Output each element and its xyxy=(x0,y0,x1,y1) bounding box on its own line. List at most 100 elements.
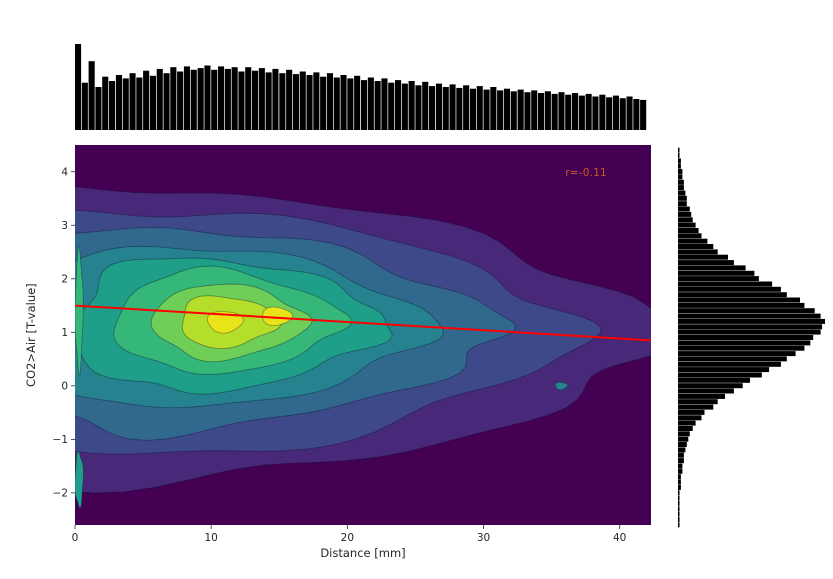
right-hist-bar xyxy=(678,286,781,292)
top-hist-bar xyxy=(224,68,231,130)
right-hist-bar xyxy=(678,495,680,501)
right-hist-bar xyxy=(678,233,702,239)
top-hist-bar xyxy=(170,67,177,130)
top-hist-bar xyxy=(211,69,218,130)
right-hist-bar xyxy=(678,179,684,185)
top-hist-bar xyxy=(190,69,197,130)
y-tick-label: 4 xyxy=(61,166,68,178)
top-hist-bar xyxy=(578,95,585,130)
top-hist-bar xyxy=(483,89,490,130)
x-tick-label: 40 xyxy=(613,532,626,544)
right-hist-bar xyxy=(678,463,683,469)
top-hist-bar xyxy=(395,80,402,130)
right-hist-bar xyxy=(678,313,821,319)
right-hist-bar xyxy=(678,361,781,367)
top-hist-bar xyxy=(490,87,497,130)
contour-island-3 xyxy=(75,245,84,377)
right-hist-bar xyxy=(678,163,681,169)
top-hist-bar xyxy=(503,88,510,130)
right-hist-bar xyxy=(678,281,773,287)
top-hist-bar xyxy=(381,78,388,130)
right-hist-bar xyxy=(678,195,687,201)
top-hist-bar xyxy=(340,75,347,130)
top-hist-bar xyxy=(531,90,538,130)
right-hist-bar xyxy=(678,228,699,233)
top-hist-bar xyxy=(422,81,429,130)
right-hist-bar xyxy=(678,415,702,421)
y-tick-label: 3 xyxy=(61,220,68,232)
top-marginal-panel xyxy=(75,44,647,131)
top-hist-bar xyxy=(204,65,211,130)
right-hist-bar xyxy=(678,511,680,517)
right-hist-bar xyxy=(678,468,683,474)
top-hist-bar xyxy=(633,99,640,130)
top-hist-bar xyxy=(265,72,272,130)
y-axis-label: CO2>Air [T-value] xyxy=(24,283,38,387)
right-hist-bar xyxy=(678,174,683,180)
right-hist-bar xyxy=(678,276,759,282)
top-hist-bar xyxy=(606,97,613,130)
right-hist-bar xyxy=(678,345,805,351)
x-axis-label: Distance [mm] xyxy=(320,546,406,560)
top-hist-bar xyxy=(449,84,456,130)
right-hist-bar xyxy=(678,153,680,158)
top-hist-bar xyxy=(599,94,606,130)
right-hist-bar xyxy=(678,356,787,362)
top-hist-bar xyxy=(320,76,327,130)
x-tick-label: 0 xyxy=(72,532,79,544)
top-hist-bar xyxy=(442,87,449,130)
top-hist-bar xyxy=(388,82,395,130)
top-hist-bar xyxy=(374,81,381,130)
right-hist-bar xyxy=(678,206,690,212)
right-hist-bar xyxy=(678,147,680,153)
y-tick-label: 0 xyxy=(61,380,68,392)
top-hist-bar xyxy=(544,91,551,130)
right-hist-bar xyxy=(678,260,734,266)
top-hist-bar xyxy=(551,93,558,130)
right-hist-bar xyxy=(678,474,681,480)
right-hist-bar xyxy=(678,409,705,415)
correlation-annotation: r=-0.11 xyxy=(565,167,607,180)
right-hist-bar xyxy=(678,292,787,298)
right-hist-bar xyxy=(678,340,811,346)
right-hist-bar xyxy=(678,517,680,522)
right-hist-bar xyxy=(678,442,687,447)
right-hist-bar xyxy=(678,377,750,383)
top-hist-bar xyxy=(129,73,136,130)
top-hist-bar xyxy=(313,72,320,130)
top-hist-bar xyxy=(592,96,599,130)
top-hist-bar xyxy=(347,78,354,130)
top-hist-bar xyxy=(252,70,259,130)
top-hist-bar xyxy=(102,76,109,130)
top-hist-bar xyxy=(524,92,531,130)
top-hist-bar xyxy=(626,96,633,130)
top-hist-bar xyxy=(476,86,483,130)
right-hist-bar xyxy=(678,399,718,405)
right-hist-bar xyxy=(678,217,693,223)
right-hist-bar xyxy=(678,211,692,217)
x-tick-label: 20 xyxy=(341,532,354,544)
top-hist-bar xyxy=(88,61,95,131)
top-hist-bar xyxy=(122,78,129,130)
axes-ticks: 0 10 20 30 40 −2 −1 0 1 2 3 4 xyxy=(53,166,627,544)
top-hist-bar xyxy=(286,69,293,130)
x-tick-label: 30 xyxy=(477,532,490,544)
contour-island-4 xyxy=(554,381,569,391)
top-hist-bar xyxy=(136,77,143,130)
right-hist-bar xyxy=(678,249,718,255)
right-hist-bar xyxy=(678,238,708,244)
right-hist-bar xyxy=(678,506,680,512)
right-hist-bar xyxy=(678,222,696,228)
right-hist-bar xyxy=(678,201,687,207)
right-hist-bar xyxy=(678,484,681,490)
right-hist-bar xyxy=(678,254,728,260)
right-hist-bar xyxy=(678,431,690,437)
right-hist-bar xyxy=(678,522,680,528)
right-hist-bar xyxy=(678,158,681,164)
top-hist-bar xyxy=(258,68,265,130)
top-hist-bar xyxy=(612,95,619,130)
top-hist-bar xyxy=(517,89,524,130)
right-hist-bar xyxy=(678,447,686,453)
top-hist-bar xyxy=(299,71,306,130)
